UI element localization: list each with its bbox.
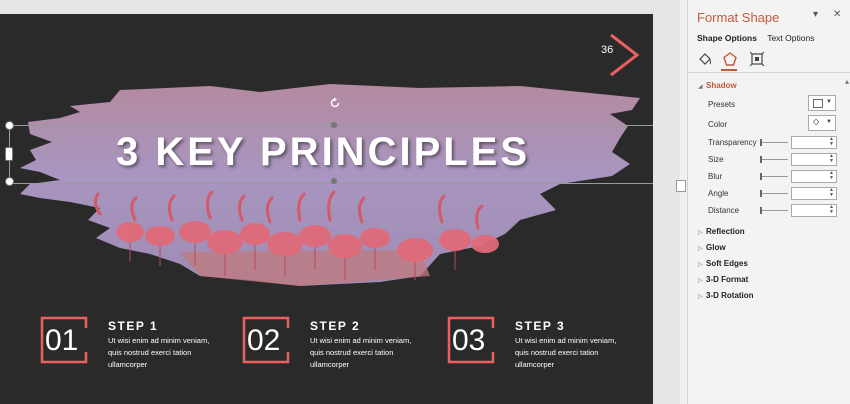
spin-down-icon[interactable]: ▼ (829, 209, 834, 215)
effects-pentagon-icon[interactable] (722, 51, 738, 67)
slide-title[interactable]: 3 KEY PRINCIPLES (116, 130, 531, 174)
brush-stroke-image (20, 84, 640, 286)
active-category-indicator (721, 69, 737, 71)
slider-thumb[interactable] (760, 156, 762, 163)
resize-handle-bottom-middle[interactable] (331, 178, 337, 184)
shadow-presets-dropdown[interactable]: ▼ (808, 95, 836, 111)
pane-title: Format Shape (697, 10, 780, 25)
blur-input[interactable]: ▲ ▼ (791, 170, 837, 183)
angle-slider[interactable] (760, 190, 788, 197)
pane-close-icon[interactable]: ✕ (833, 9, 842, 20)
step-body: Ut wisi enim ad minim veniam, quis nostr… (515, 336, 617, 369)
spin-down-icon[interactable]: ▼ (829, 158, 834, 164)
fill-line-icon[interactable] (697, 51, 713, 67)
step-body: Ut wisi enim ad minim veniam, quis nostr… (310, 336, 412, 369)
size-slider[interactable] (760, 156, 788, 163)
rotate-handle-icon[interactable] (329, 97, 341, 109)
collapsed-triangle-icon: ▷ (698, 262, 703, 268)
chevron-down-icon: ▼ (826, 119, 832, 125)
step-title: STEP 1 (108, 319, 159, 333)
spin-up-icon[interactable]: ▲ (829, 153, 834, 159)
step-number-frame (447, 316, 495, 364)
slide-number-chevron-icon (610, 33, 639, 77)
section-reflection[interactable]: ▷ Reflection (698, 227, 745, 236)
shadow-blur-label: Blur (708, 172, 723, 181)
pane-tabs: Shape Options Text Options (697, 33, 822, 43)
step-number: 03 (452, 324, 486, 357)
section-shadow[interactable]: ◢ Shadow (698, 81, 737, 90)
pane-scroll-up-icon[interactable]: ▴ (844, 77, 849, 86)
distance-slider[interactable] (760, 207, 788, 214)
spin-down-icon[interactable]: ▼ (829, 192, 834, 198)
transparency-input[interactable]: ▲ ▼ (791, 136, 837, 149)
selection-box[interactable] (9, 125, 653, 184)
pane-splitter-handle[interactable] (676, 180, 686, 192)
spin-down-icon[interactable]: ▼ (829, 175, 834, 181)
slide-canvas-area: 36 3 KEY PRINCIPLES 01 STEP 1 Ut wisi en… (0, 14, 686, 404)
spin-up-icon[interactable]: ▲ (829, 204, 834, 210)
expanded-triangle-icon: ◢ (698, 84, 703, 90)
resize-handle-left[interactable] (5, 147, 13, 161)
format-shape-pane: Format Shape ▾ ✕ Shape Options Text Opti… (687, 0, 850, 404)
canvas-gutter (653, 14, 680, 404)
transparency-slider[interactable] (760, 139, 788, 146)
step-number: 02 (247, 324, 281, 357)
angle-input[interactable]: ▲ ▼ (791, 187, 837, 200)
resize-handle-top-middle[interactable] (331, 122, 337, 128)
pane-options-dropdown-icon[interactable]: ▾ (813, 9, 819, 20)
collapsed-triangle-icon: ▷ (698, 230, 703, 236)
slider-thumb[interactable] (760, 190, 762, 197)
shadow-distance-label: Distance (708, 206, 740, 215)
step-3[interactable]: 03 STEP 3 Ut wisi enim ad minim veniam, … (447, 316, 647, 376)
chevron-down-icon: ▼ (826, 99, 832, 105)
spin-up-icon[interactable]: ▲ (829, 170, 834, 176)
section-3d-format[interactable]: ▷ 3-D Format (698, 275, 749, 284)
paint-bucket-icon: ◇ (813, 117, 821, 126)
shadow-color-label: Color (708, 120, 728, 129)
step-number-frame (40, 316, 88, 364)
shadow-size-label: Size (708, 155, 724, 164)
shadow-presets-label: Presets (708, 100, 736, 109)
preset-swatch-icon (813, 99, 823, 108)
collapsed-triangle-icon: ▷ (698, 246, 703, 252)
slider-thumb[interactable] (760, 173, 762, 180)
spin-down-icon[interactable]: ▼ (829, 141, 834, 147)
spin-up-icon[interactable]: ▲ (829, 136, 834, 142)
slider-thumb[interactable] (760, 207, 762, 214)
slide-number: 36 (601, 44, 614, 56)
pane-divider (688, 72, 850, 73)
spin-up-icon[interactable]: ▲ (829, 187, 834, 193)
slider-thumb[interactable] (760, 139, 762, 146)
collapsed-triangle-icon: ▷ (698, 278, 703, 284)
blur-slider[interactable] (760, 173, 788, 180)
step-title: STEP 3 (515, 319, 566, 333)
shadow-transparency-label: Transparency (708, 138, 757, 147)
tab-text-options[interactable]: Text Options (767, 33, 815, 43)
collapsed-triangle-icon: ▷ (698, 294, 703, 300)
step-number-frame (242, 316, 290, 364)
distance-input[interactable]: ▲ ▼ (791, 204, 837, 217)
step-1[interactable]: 01 STEP 1 Ut wisi enim ad minim veniam, … (40, 316, 240, 376)
slide[interactable]: 36 3 KEY PRINCIPLES 01 STEP 1 Ut wisi en… (0, 14, 653, 404)
resize-handle-top-left[interactable] (5, 121, 14, 130)
step-2[interactable]: 02 STEP 2 Ut wisi enim ad minim veniam, … (242, 316, 442, 376)
size-properties-icon[interactable] (749, 51, 765, 67)
shadow-color-dropdown[interactable]: ◇ ▼ (808, 115, 836, 131)
section-soft-edges[interactable]: ▷ Soft Edges (698, 259, 748, 268)
tab-shape-options[interactable]: Shape Options (697, 33, 757, 43)
step-body: Ut wisi enim ad minim veniam, quis nostr… (108, 336, 210, 369)
resize-handle-bottom-left[interactable] (5, 177, 14, 186)
step-number: 01 (45, 324, 79, 357)
step-title: STEP 2 (310, 319, 361, 333)
shadow-angle-label: Angle (708, 189, 729, 198)
category-icon-row (697, 51, 777, 69)
size-input[interactable]: ▲ ▼ (791, 153, 837, 166)
section-3d-rotation[interactable]: ▷ 3-D Rotation (698, 291, 754, 300)
section-glow[interactable]: ▷ Glow (698, 243, 726, 252)
